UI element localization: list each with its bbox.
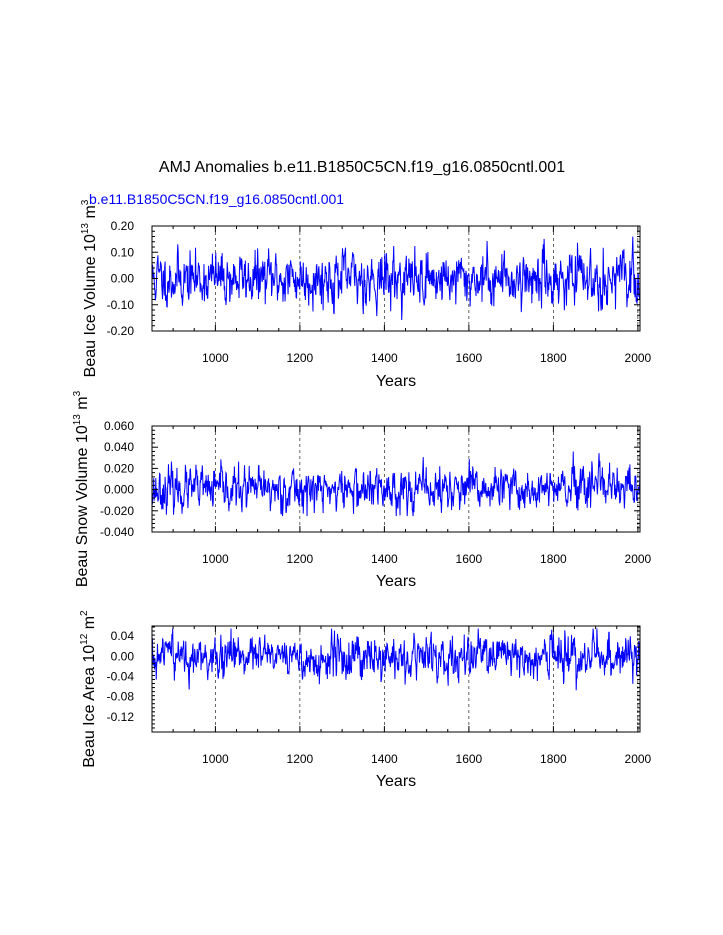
y-label-text: Beau Ice Volume 10 (82, 234, 99, 377)
y-label-text: Beau Snow Volume 10 (74, 425, 91, 587)
page-title: AMJ Anomalies b.e11.B1850C5CN.f19_g16.08… (159, 159, 565, 176)
plot-frame (151, 425, 641, 533)
y-tick-label: 0.20 (111, 219, 135, 233)
x-tick-label: 1600 (456, 351, 483, 365)
y-tick-label: -0.08 (107, 690, 135, 704)
x-tick-label: 1600 (456, 552, 483, 566)
y-tick-label: 0.10 (111, 245, 135, 259)
y-tick-label: 0.020 (104, 461, 134, 475)
x-tick-label: 1800 (540, 351, 567, 365)
y-axis-label: Beau Ice Area 1012 m2 (79, 610, 98, 768)
y-axis-label: Beau Snow Volume 1013 m3 (72, 390, 91, 587)
y-tick-label: 0.060 (104, 419, 134, 433)
x-tick-label: 1400 (371, 752, 398, 766)
y-label-unit: m (74, 396, 91, 414)
x-tick-label: 1600 (456, 752, 483, 766)
y-tick-label: -0.10 (107, 298, 135, 312)
y-label-unit-exponent: 3 (80, 199, 91, 205)
x-axis-label: Years (376, 373, 416, 390)
y-label-unit-exponent: 2 (79, 610, 90, 616)
x-tick-label: 1000 (202, 552, 229, 566)
panel-2: 1000 1200 1400 1600 1800 2000 -0.040 -0.020 0.00… (72, 390, 652, 590)
panel-1: 1000 1200 1400 1600 1800 2000 -0.20 -0.10 0.00 0.… (80, 199, 652, 390)
y-label-unit: m (81, 616, 98, 634)
y-tick-label: -0.20 (107, 324, 135, 338)
y-tick-label: 0.04 (111, 629, 135, 643)
y-label-exponent: 13 (80, 223, 91, 235)
panel-3: 1000 1200 1400 1600 1800 2000 -0.12 -0.08 -0.04 0… (79, 610, 652, 790)
y-tick-label: 0.00 (111, 649, 135, 663)
y-label-unit: m (82, 205, 99, 223)
y-tick-label: -0.12 (107, 710, 135, 724)
y-label-exponent: 12 (79, 633, 90, 645)
y-label-exponent: 13 (72, 414, 83, 426)
y-tick-label: -0.020 (100, 504, 134, 518)
x-tick-label: 2000 (625, 351, 652, 365)
y-tick-label: 0.00 (111, 272, 135, 286)
y-tick-label: -0.04 (107, 669, 135, 683)
plot-frame (151, 625, 641, 733)
series-line (151, 236, 641, 321)
x-tick-label: 1400 (371, 552, 398, 566)
y-tick-label: -0.040 (100, 525, 134, 539)
y-label-unit-exponent: 3 (72, 390, 83, 396)
x-axis-label: Years (376, 773, 416, 790)
series-line (151, 451, 641, 517)
x-tick-label: 1000 (202, 351, 229, 365)
y-axis-label: Beau Ice Volume 1013 m3 (80, 199, 99, 377)
x-tick-label: 1200 (287, 552, 314, 566)
y-label-text: Beau Ice Area 10 (81, 645, 98, 768)
series-label: b.e11.B1850C5CN.f19_g16.0850cntl.001 (89, 191, 344, 207)
x-tick-label: 1800 (540, 552, 567, 566)
x-axis-label: Years (376, 573, 416, 590)
y-tick-label: 0.000 (104, 483, 134, 497)
series-line (151, 628, 641, 691)
x-tick-label: 1200 (287, 752, 314, 766)
x-tick-label: 1200 (287, 351, 314, 365)
x-tick-label: 2000 (625, 552, 652, 566)
x-tick-label: 2000 (625, 752, 652, 766)
y-tick-label: 0.040 (104, 440, 134, 454)
x-tick-label: 1800 (540, 752, 567, 766)
x-tick-label: 1400 (371, 351, 398, 365)
x-tick-label: 1000 (202, 752, 229, 766)
